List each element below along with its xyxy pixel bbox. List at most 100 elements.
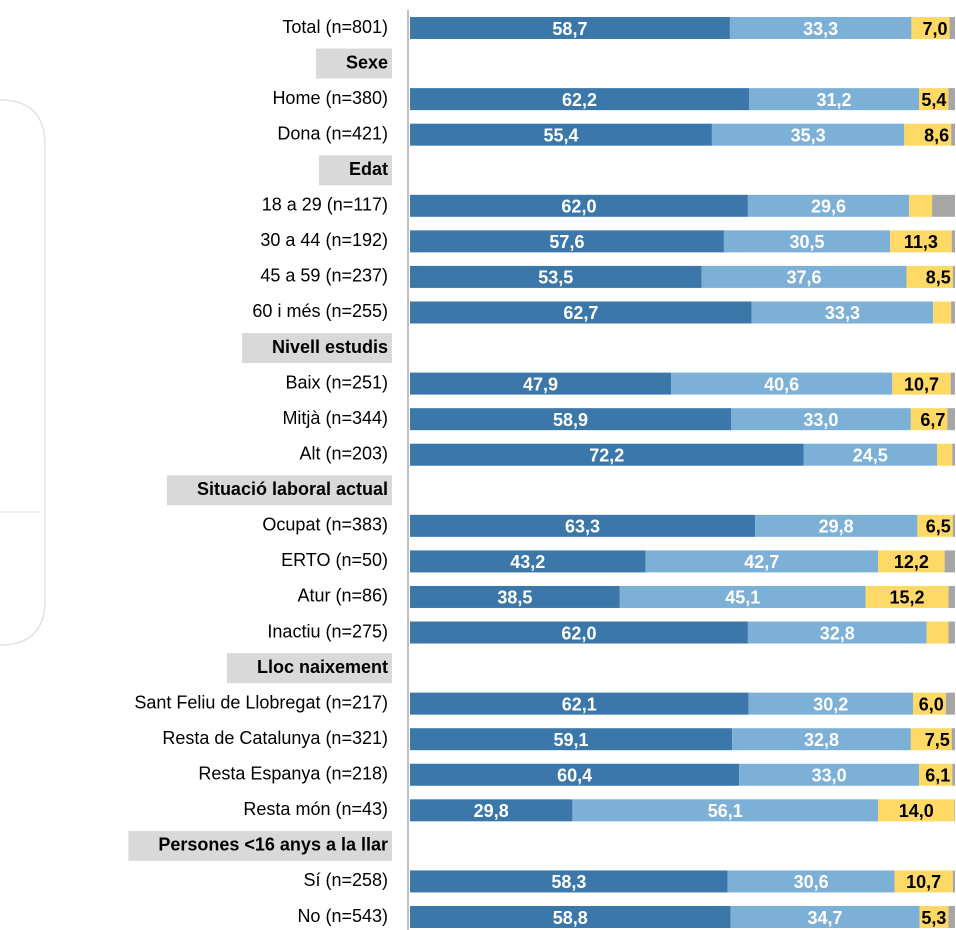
value-label: 58,9	[553, 410, 588, 430]
bar-segment	[729, 17, 912, 39]
category-label: Resta Espanya (n=218)	[198, 764, 388, 784]
bar-segment	[909, 194, 933, 217]
bar-segment	[803, 443, 938, 466]
category-label: No (n=543)	[297, 906, 388, 926]
category-label: Inactiu (n=275)	[267, 621, 388, 641]
bar-segment	[892, 372, 951, 395]
value-label: 30,6	[794, 872, 829, 892]
bar-segment	[917, 514, 953, 537]
bar-segment	[410, 870, 728, 893]
value-label: 62,0	[561, 197, 596, 217]
bar-segment	[913, 692, 946, 715]
bar-segment	[951, 301, 955, 324]
bar-segment	[410, 443, 804, 466]
bar-segment	[410, 585, 620, 608]
bar-segment	[948, 906, 955, 928]
bar-segment	[754, 514, 918, 537]
group-header: Situació laboral actual	[197, 479, 388, 499]
bar-segment	[748, 692, 914, 715]
value-label: 38,5	[497, 588, 532, 608]
value-label: 6,1	[925, 766, 950, 786]
bar-segment	[410, 408, 732, 431]
value-label: 24,5	[853, 445, 888, 465]
bar-segment	[945, 692, 955, 715]
group-header-bg	[226, 653, 392, 684]
background-panel	[0, 99, 46, 646]
value-label: 63,3	[565, 517, 600, 537]
value-label: 35,3	[791, 125, 826, 145]
bar-segment	[952, 514, 955, 537]
value-label: 14,0	[899, 801, 934, 821]
bar-segment	[410, 372, 672, 395]
category-label: Ocupat (n=383)	[262, 515, 388, 535]
value-label: 29,6	[811, 197, 846, 217]
bar-segment	[410, 88, 749, 111]
group-header-bg	[318, 155, 392, 186]
value-label: 62,1	[562, 694, 597, 714]
value-label: 11,3	[904, 232, 938, 252]
value-label: 12,2	[894, 552, 929, 572]
group-header-bg	[315, 48, 392, 79]
bar-segment	[410, 265, 702, 288]
bar-segment	[732, 728, 911, 751]
bar-segment	[731, 408, 911, 431]
value-label: 7,0	[923, 19, 948, 39]
value-label: 30,5	[790, 232, 825, 252]
value-label: 10,7	[904, 374, 939, 394]
bar-segment	[910, 728, 952, 751]
bar-segment	[410, 514, 755, 537]
value-label: 34,7	[807, 908, 842, 928]
value-label: 6,7	[920, 410, 945, 430]
value-label: 8,5	[926, 268, 951, 288]
value-label: 58,3	[551, 872, 586, 892]
value-label: 57,6	[549, 232, 584, 252]
group-header: Persones <16 anys a la llar	[158, 835, 388, 855]
bar-segment	[671, 372, 893, 395]
value-label: 8,6	[924, 125, 949, 145]
bar-segment	[572, 799, 879, 822]
group-header: Sexe	[346, 52, 388, 72]
bar-segment	[410, 194, 748, 217]
value-label: 33,0	[812, 766, 847, 786]
value-label: 43,2	[510, 552, 545, 572]
bar-segment	[951, 230, 955, 253]
bar-segment	[751, 301, 934, 324]
value-label: 42,7	[744, 552, 779, 572]
value-label: 45,1	[725, 588, 760, 608]
bar-segment	[919, 763, 953, 786]
bar-segment	[948, 621, 955, 644]
category-label: Sant Feliu de Llobregat (n=217)	[134, 692, 388, 712]
value-label: 5,4	[921, 90, 946, 110]
category-label: Dona (n=421)	[277, 123, 388, 143]
bar-segment	[410, 621, 748, 644]
group-header-bg	[241, 333, 392, 364]
bar-segment	[865, 585, 949, 608]
group-header: Edat	[349, 159, 388, 179]
value-label: 58,8	[553, 908, 588, 928]
group-header: Lloc naixement	[257, 657, 388, 677]
bar-segment	[739, 763, 920, 786]
bar-segment	[410, 17, 730, 39]
value-label: 30,2	[813, 694, 848, 714]
bar-segment	[410, 123, 712, 146]
bar-segment	[410, 906, 731, 928]
bar-segment	[926, 621, 949, 644]
value-label: 37,6	[787, 268, 822, 288]
bar-segment	[410, 763, 740, 786]
value-label: 32,8	[820, 623, 855, 643]
bar-segment	[904, 123, 952, 146]
value-label: 32,8	[804, 730, 839, 750]
group-header-bg	[166, 475, 392, 506]
bar-segment	[952, 870, 955, 893]
bar-segment	[919, 906, 949, 928]
bar-segment	[748, 88, 920, 111]
category-label: Baix (n=251)	[285, 372, 388, 392]
category-label: 45 a 59 (n=237)	[260, 266, 388, 286]
category-label: Sí (n=258)	[303, 870, 388, 890]
value-label: 6,5	[926, 517, 951, 537]
value-label: 33,3	[825, 303, 860, 323]
value-label: 59,1	[554, 730, 589, 750]
value-label: 29,8	[819, 517, 854, 537]
bar-segment	[910, 408, 948, 431]
bar-segment	[410, 799, 573, 822]
